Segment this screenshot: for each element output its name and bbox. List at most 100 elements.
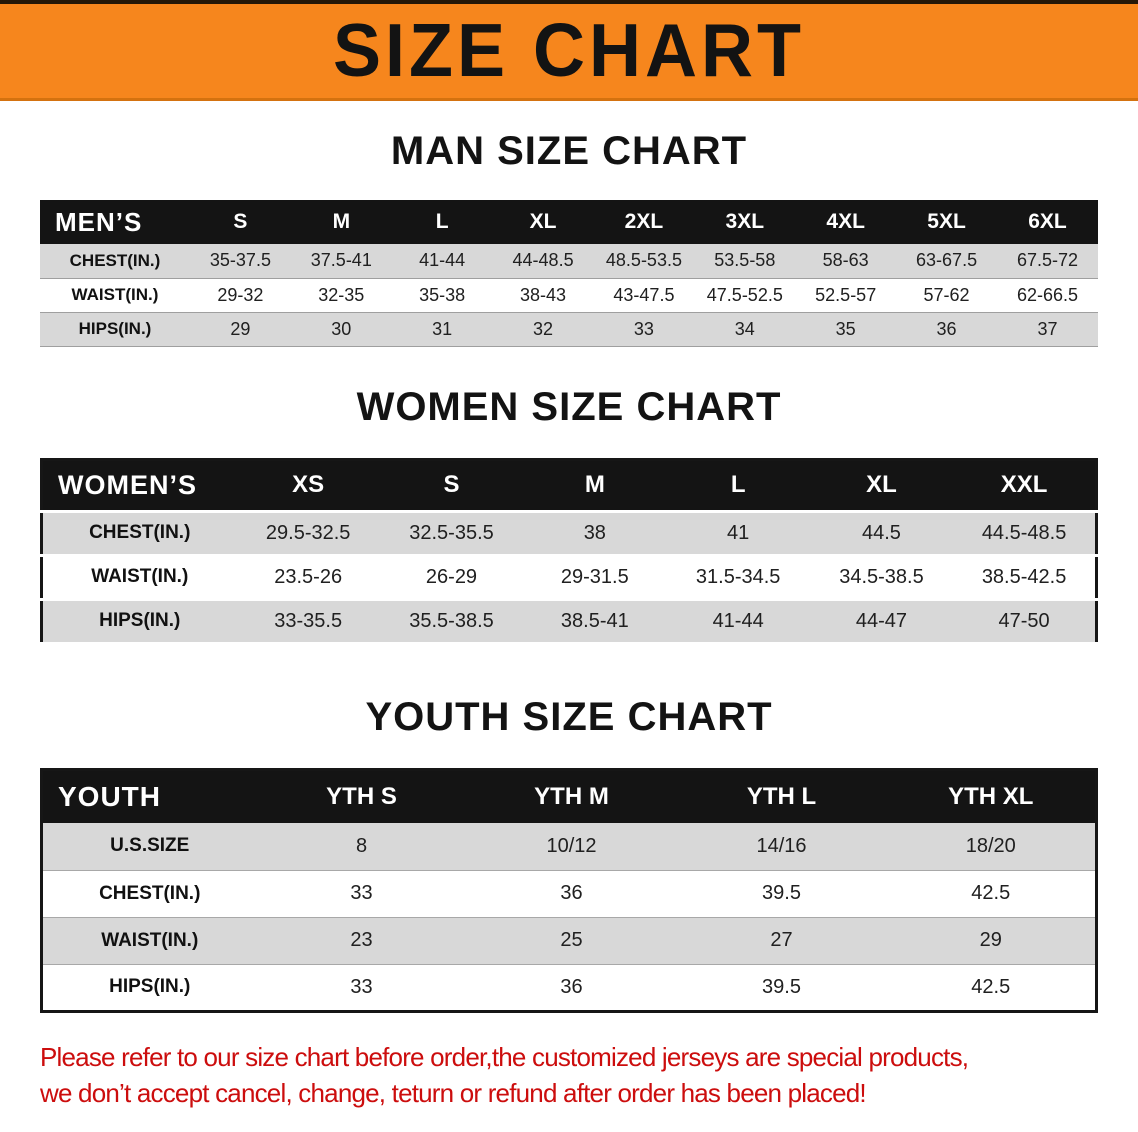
men-chest-row: CHEST(IN.) 35-37.5 37.5-41 41-44 44-48.5… [40, 244, 1098, 278]
size-value-cell: 63-67.5 [916, 250, 978, 271]
youth-col-s: YTH S [256, 769, 467, 823]
size-value-cell: 53.5-58 [714, 250, 776, 271]
women-col-m: M [523, 459, 667, 511]
size-value-cell: 47-50 [998, 609, 1050, 632]
size-value-cell: 23.5-26 [274, 565, 343, 588]
men-hips-row: HIPS(IN.) 29 30 31 32 33 34 35 36 37 [40, 312, 1098, 346]
men-section-heading: MAN SIZE CHART [390, 129, 748, 173]
row-label: WAIST(IN.) [101, 929, 199, 951]
size-value-cell: 31 [432, 318, 453, 339]
youth-col-l: YTH L [676, 769, 887, 823]
size-value-cell: 36 [560, 882, 583, 904]
size-value-cell: 30 [331, 318, 352, 339]
row-label: HIPS(IN.) [99, 610, 181, 631]
row-label: CHEST(IN.) [69, 250, 161, 270]
size-value-cell: 38 [583, 521, 606, 544]
size-value-cell: 44.5 [862, 521, 901, 544]
size-value-cell: 35-38 [419, 284, 466, 305]
men-col-2xl: 2XL [593, 200, 695, 244]
size-value-cell: 39.5 [762, 882, 801, 904]
men-header-row: MEN’S S M L XL 2XL 3XL 4XL 5XL 6XL [40, 200, 1098, 244]
size-value-cell: 33 [350, 975, 373, 998]
size-value-cell: 26-29 [425, 565, 478, 588]
size-value-cell: 29 [979, 929, 1002, 951]
youth-header-row: YOUTH YTH S YTH M YTH L YTH XL [41, 769, 1097, 823]
size-value-cell: 33 [350, 882, 373, 904]
men-col-m: M [290, 200, 392, 244]
men-col-l: L [391, 200, 493, 244]
youth-section: YOUTH SIZE CHART YOUTH YTH S YTH M YTH L… [0, 695, 1138, 1013]
size-value-cell: 18/20 [965, 834, 1016, 857]
size-value-cell: 36 [560, 975, 583, 998]
size-value-cell: 31.5-34.5 [695, 565, 781, 588]
size-value-cell: 38.5-42.5 [981, 565, 1067, 588]
youth-hips-row: HIPS(IN.) 33 36 39.5 42.5 [41, 964, 1097, 1011]
women-col-xxl: XXL [953, 459, 1097, 511]
size-value-cell: 38-43 [520, 284, 567, 305]
size-value-cell: 43-47.5 [613, 284, 675, 305]
youth-col-m: YTH M [466, 769, 677, 823]
size-value-cell: 29.5-32.5 [265, 521, 351, 544]
men-col-6xl: 6XL [997, 200, 1098, 244]
men-col-xl: XL [492, 200, 594, 244]
women-waist-row: WAIST(IN.) 23.5-26 26-29 29-31.5 31.5-34… [41, 555, 1097, 599]
men-col-5xl: 5XL [896, 200, 997, 244]
page-title: SIZE CHART [333, 9, 805, 93]
size-value-cell: 41-44 [419, 250, 466, 271]
size-value-cell: 35 [835, 318, 856, 339]
row-label: WAIST(IN.) [91, 566, 189, 587]
size-value-cell: 38.5-41 [560, 609, 629, 632]
women-col-xl: XL [809, 459, 954, 511]
women-header-row: WOMEN’S XS S M L XL XXL [41, 459, 1097, 511]
size-value-cell: 47.5-52.5 [706, 284, 783, 305]
size-value-cell: 34.5-38.5 [839, 565, 924, 588]
men-waist-row: WAIST(IN.) 29-32 32-35 35-38 38-43 43-47… [40, 278, 1098, 312]
size-value-cell: 23 [350, 929, 373, 951]
size-value-cell: 32 [533, 318, 554, 339]
women-table-title: WOMEN’S [41, 459, 237, 511]
size-value-cell: 42.5 [971, 882, 1011, 904]
size-value-cell: 33-35.5 [274, 609, 343, 632]
size-value-cell: 41 [727, 521, 750, 544]
women-hips-row: HIPS(IN.) 33-35.5 35.5-38.5 38.5-41 41-4… [41, 599, 1097, 643]
youth-size-table: YOUTH YTH S YTH M YTH L YTH XL U.S.SIZE … [40, 767, 1098, 1013]
size-value-cell: 34 [734, 318, 755, 339]
size-value-cell: 25 [560, 929, 583, 951]
size-value-cell: 32.5-35.5 [409, 521, 494, 544]
row-label: U.S.SIZE [110, 835, 190, 857]
size-value-cell: 44-47 [855, 609, 908, 632]
men-col-3xl: 3XL [694, 200, 796, 244]
size-value-cell: 35-37.5 [209, 250, 271, 271]
men-col-s: S [190, 200, 291, 244]
women-col-xs: XS [236, 459, 380, 511]
disclaimer-line-2: we don’t accept cancel, change, teturn o… [40, 1078, 867, 1109]
size-value-cell: 37.5-41 [310, 250, 372, 271]
size-value-cell: 27 [770, 929, 793, 951]
size-value-cell: 29 [230, 318, 251, 339]
men-size-table: MEN’S S M L XL 2XL 3XL 4XL 5XL 6XL CHEST… [40, 200, 1098, 347]
women-col-s: S [379, 459, 524, 511]
youth-table-title: YOUTH [41, 769, 257, 823]
youth-section-heading: YOUTH SIZE CHART [365, 694, 773, 739]
size-value-cell: 29-32 [217, 284, 264, 305]
size-value-cell: 48.5-53.5 [605, 250, 682, 271]
size-value-cell: 32-35 [318, 284, 365, 305]
women-section-heading: WOMEN SIZE CHART [356, 384, 782, 429]
size-value-cell: 41-44 [712, 609, 764, 632]
women-col-l: L [666, 459, 810, 511]
men-col-4xl: 4XL [795, 200, 897, 244]
disclaimer-line-1: Please refer to our size chart before or… [40, 1041, 969, 1072]
size-value-cell: 57-62 [923, 284, 970, 305]
size-value-cell: 44.5-48.5 [981, 521, 1067, 544]
size-value-cell: 58-63 [822, 250, 869, 271]
size-value-cell: 42.5 [971, 975, 1011, 998]
men-table-title: MEN’S [40, 200, 190, 244]
size-value-cell: 36 [936, 318, 957, 339]
row-label: CHEST(IN.) [89, 522, 191, 543]
youth-waist-row: WAIST(IN.) 23 25 27 29 [41, 917, 1097, 964]
size-value-cell: 39.5 [762, 975, 801, 998]
disclaimer: Please refer to our size chart before or… [40, 1039, 1138, 1113]
row-label: HIPS(IN.) [78, 319, 152, 338]
size-value-cell: 62-66.5 [1016, 284, 1079, 305]
size-value-cell: 35.5-38.5 [409, 609, 494, 632]
